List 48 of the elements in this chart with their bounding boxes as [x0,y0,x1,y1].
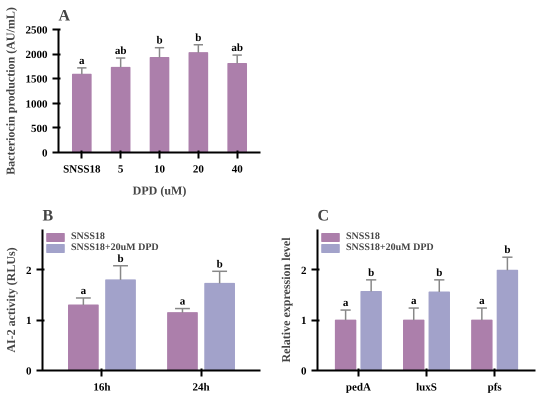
data-label: ab [114,45,126,58]
data-label: ab [231,42,244,54]
legend-label: SNSS18 [346,231,380,242]
legend-label: SNSS18+20uM DPD [346,242,434,253]
x-tick-label: pedA [346,382,371,394]
x-tick-label: 40 [232,164,244,176]
y-tick-label: 2 [26,264,32,277]
x-tick-label: 5 [118,164,124,176]
data-label: b [117,252,124,265]
y-tick-label: 2500 [26,24,48,36]
data-label: b [195,32,202,44]
data-label: a [479,295,486,308]
chart-title: A [58,8,70,24]
x-tick-label: pfs [488,382,502,394]
data-label: b [436,266,442,279]
x-tick-label: SNSS18 [63,164,101,176]
y-axis-title: Bacteriocin production (AU/mL) [4,7,18,175]
y-axis-title: AI-2 activity (RLUs) [4,247,18,353]
data-label: a [410,295,417,308]
data-label: a [180,296,186,308]
x-tick-label: 10 [154,164,166,176]
data-label: b [504,244,510,256]
data-label: a [80,284,87,297]
y-tick-label: 0 [42,148,48,160]
y-tick-label: 2 [301,264,307,277]
chart-title: C [318,208,330,224]
data-label: b [156,34,163,47]
chart-title: B [42,208,54,224]
data-label: b [216,258,223,270]
y-tick-label: 0 [26,366,32,378]
y-tick-label: 1500 [26,74,48,86]
x-axis-title: DPD (uM) [132,184,186,198]
legend-label: SNSS18+20uM DPD [71,242,159,253]
y-tick-label: 2000 [26,49,48,62]
y-tick-label: 0 [301,366,307,378]
data-label: a [79,54,86,67]
y-tick-label: 500 [31,122,48,135]
y-tick-label: 1000 [26,98,48,110]
x-tick-label: 24h [192,382,210,394]
y-tick-label: 1 [301,315,306,328]
data-label: b [368,266,374,279]
data-label: a [342,297,349,310]
x-tick-label: 16h [93,382,111,394]
y-tick-label: 1 [26,315,32,328]
legend-label: SNSS18 [71,231,105,242]
y-axis-title: Relative expression level [279,236,293,363]
x-tick-label: luxS [416,382,437,394]
x-tick-label: 20 [192,164,204,176]
